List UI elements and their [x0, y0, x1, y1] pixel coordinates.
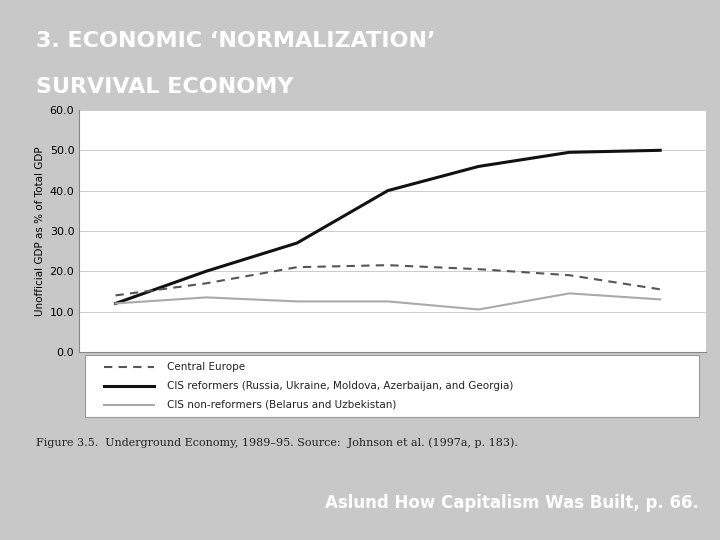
Text: SURVIVAL ECONOMY: SURVIVAL ECONOMY — [36, 77, 294, 97]
Text: Figure 3.5.  Underground Economy, 1989–95. Source:  Johnson et al. (1997a, p. 18: Figure 3.5. Underground Economy, 1989–95… — [36, 437, 518, 448]
Y-axis label: Unofficial GDP as % of Total GDP: Unofficial GDP as % of Total GDP — [35, 146, 45, 316]
Text: CIS reformers (Russia, Ukraine, Moldova, Azerbaijan, and Georgia): CIS reformers (Russia, Ukraine, Moldova,… — [167, 381, 513, 391]
Text: 3. ECONOMIC ‘NORMALIZATION’: 3. ECONOMIC ‘NORMALIZATION’ — [36, 31, 436, 51]
Text: CIS non-reformers (Belarus and Uzbekistan): CIS non-reformers (Belarus and Uzbekista… — [167, 400, 396, 410]
Text: Central Europe: Central Europe — [167, 362, 245, 372]
Text: Aslund How Capitalism Was Built, p. 66.: Aslund How Capitalism Was Built, p. 66. — [325, 494, 698, 511]
